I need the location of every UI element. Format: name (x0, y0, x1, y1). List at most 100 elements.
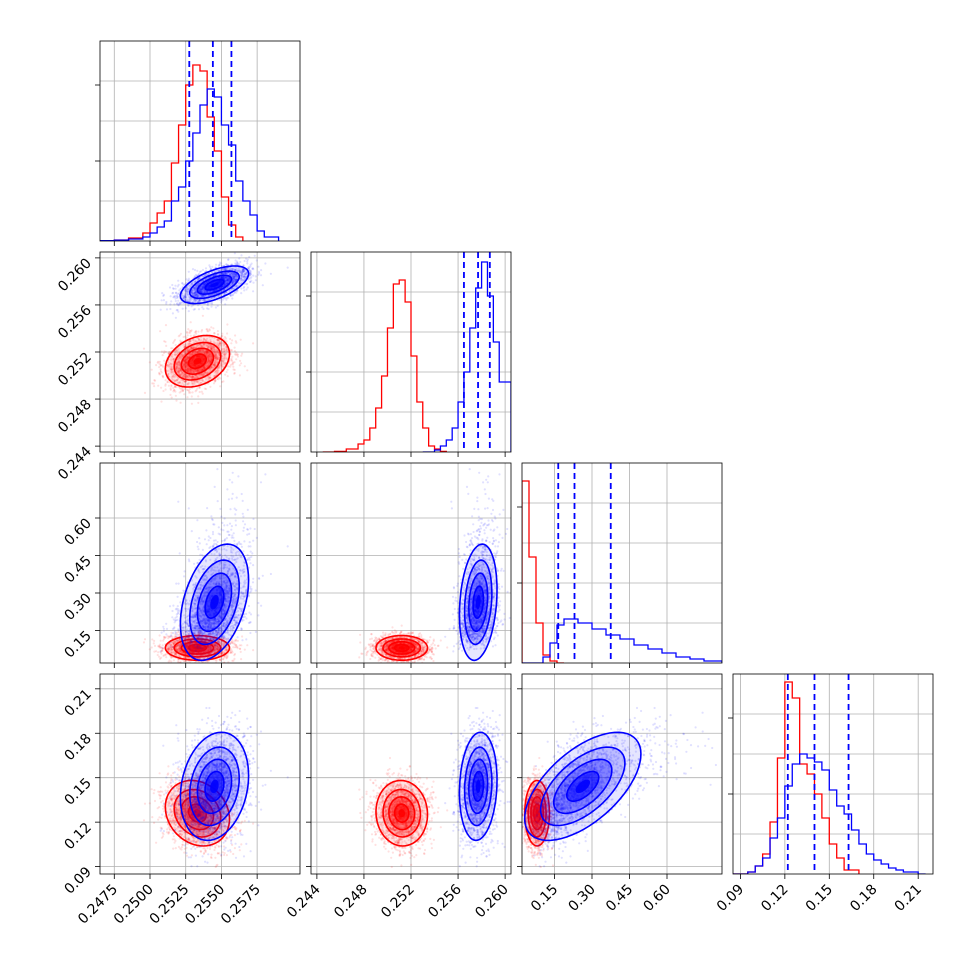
scatter-point (184, 380, 187, 383)
scatter-point (196, 351, 199, 354)
scatter-point (180, 354, 183, 357)
scatter-point (257, 265, 260, 268)
scatter-point (190, 353, 194, 356)
scatter-point (199, 349, 202, 352)
scatter-point (182, 373, 185, 376)
scatter-point (166, 364, 169, 367)
scatter-point (188, 369, 191, 372)
scatter-point (195, 389, 198, 392)
scatter-point (195, 371, 198, 374)
scatter-point (199, 349, 202, 352)
scatter-point (209, 362, 212, 365)
scatter-point (207, 359, 210, 362)
scatter-point (189, 339, 192, 342)
scatter-point (198, 349, 201, 353)
scatter-point (179, 368, 183, 371)
scatter-point (217, 338, 220, 341)
scatter-point (185, 360, 189, 363)
scatter-point (209, 361, 212, 364)
panel-plot-area (142, 252, 289, 405)
scatter-point (206, 358, 209, 361)
scatter-point (206, 371, 209, 374)
scatter-point (179, 367, 182, 370)
scatter-point (224, 337, 228, 340)
scatter-point (208, 345, 211, 348)
scatter-point (184, 343, 187, 346)
scatter-point (191, 268, 195, 271)
scatter-point (201, 314, 204, 317)
scatter-point (234, 334, 237, 337)
scatter-point (177, 299, 180, 302)
scatter-point (219, 343, 222, 346)
scatter-point (213, 332, 216, 335)
scatter-point (172, 287, 175, 290)
scatter-point (240, 254, 243, 257)
scatter-point (184, 351, 187, 354)
scatter-point (186, 366, 189, 369)
scatter-point (176, 352, 179, 356)
scatter-point (198, 386, 201, 389)
scatter-point (194, 350, 197, 353)
scatter-point (204, 371, 207, 374)
scatter-point (212, 347, 216, 350)
scatter-point (188, 342, 191, 345)
scatter-point (205, 354, 208, 357)
scatter-point (186, 376, 189, 379)
scatter-point (188, 348, 191, 351)
scatter-point (213, 336, 216, 340)
scatter-point (214, 354, 217, 357)
scatter-point (164, 379, 167, 382)
scatter-point (206, 351, 209, 354)
scatter-point (211, 265, 214, 268)
scatter-point (162, 299, 165, 302)
scatter-point (182, 388, 185, 391)
scatter-point (243, 365, 246, 368)
scatter-point (229, 337, 232, 341)
scatter-point (184, 366, 187, 369)
scatter-point (193, 350, 197, 353)
scatter-point (187, 366, 191, 370)
scatter-point (179, 355, 182, 358)
scatter-point (235, 341, 238, 344)
scatter-point (170, 347, 173, 350)
scatter-point (160, 350, 163, 353)
scatter-point (219, 342, 222, 345)
scatter-point (183, 380, 186, 383)
scatter-point (212, 346, 215, 349)
scatter-point (178, 360, 181, 363)
scatter-point (168, 362, 171, 365)
scatter-point (206, 360, 210, 363)
scatter-point (158, 373, 161, 376)
scatter-point (175, 361, 178, 364)
scatter-point (187, 369, 190, 372)
scatter-point (210, 347, 213, 350)
scatter-point (177, 363, 180, 366)
scatter-point (186, 370, 189, 373)
scatter-point (196, 369, 199, 373)
scatter-point (191, 382, 194, 385)
scatter-point (226, 368, 229, 371)
scatter-point (214, 353, 217, 356)
scatter-point (183, 373, 186, 376)
scatter-point (178, 380, 181, 384)
scatter-point (173, 389, 176, 392)
scatter-point (174, 367, 177, 370)
scatter-point (177, 362, 180, 365)
scatter-point (182, 366, 185, 369)
scatter-point (159, 639, 162, 642)
scatter-point (225, 263, 228, 266)
scatter-point (203, 366, 206, 370)
scatter-point (217, 264, 220, 267)
scatter-point (248, 255, 251, 259)
scatter-point (220, 299, 223, 302)
scatter-point (170, 366, 173, 369)
scatter-point (182, 353, 185, 357)
scatter-point (209, 355, 212, 358)
scatter-point (183, 374, 186, 377)
scatter-point (183, 345, 186, 349)
scatter-point (184, 335, 187, 338)
scatter-point (209, 357, 212, 360)
scatter-point (186, 348, 189, 351)
scatter-point (205, 344, 208, 347)
scatter-point (191, 346, 194, 349)
